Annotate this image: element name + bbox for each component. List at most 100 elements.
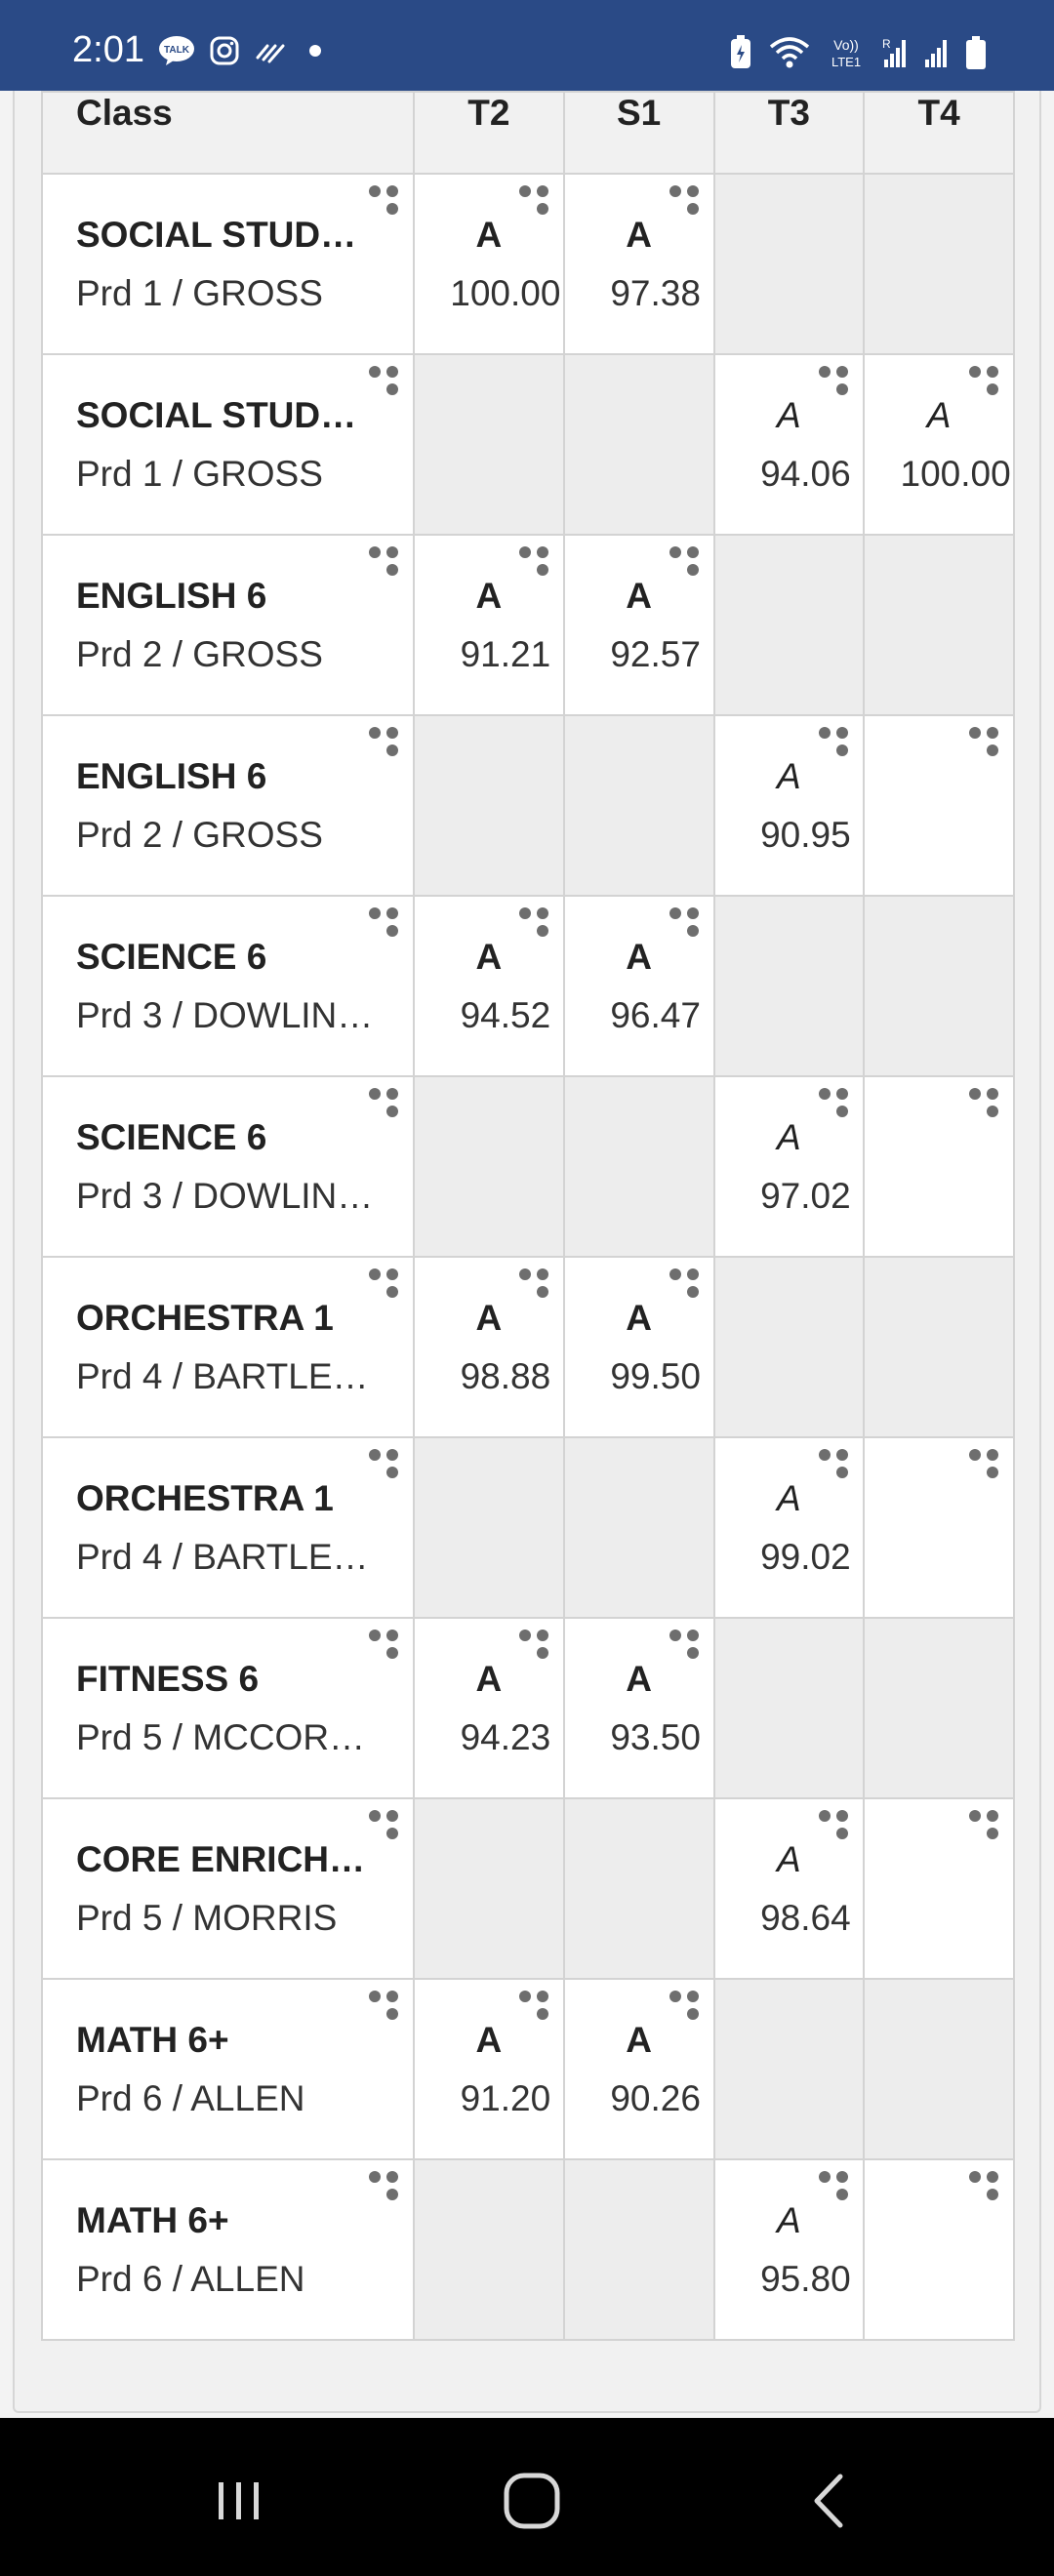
class-cell[interactable]: SCIENCE 6 Prd 3 / DOWLIN… [41, 895, 415, 1077]
class-cell[interactable]: CORE ENRICH… Prd 5 / MORRIS [41, 1797, 415, 1980]
drag-handle-icon[interactable] [667, 1988, 706, 2027]
drag-handle-icon[interactable] [966, 1446, 1005, 1485]
grade-cell[interactable] [863, 1436, 1015, 1619]
drag-handle-icon[interactable] [366, 905, 405, 944]
class-cell[interactable]: SOCIAL STUDY… Prd 1 / GROSS [41, 173, 415, 355]
grade-cell[interactable]: A 95.80 [712, 2158, 866, 2341]
class-period-teacher: Prd 1 / GROSS [76, 273, 323, 313]
grade-cell[interactable]: A 97.38 [562, 173, 715, 355]
grade-cell[interactable]: A 91.21 [413, 534, 565, 716]
table-row[interactable]: SCIENCE 6 Prd 3 / DOWLIN… A 94.52 A 96.47 [41, 895, 1015, 1077]
table-row[interactable]: SOCIAL STUDY… Prd 1 / GROSS A 100.00 A 97.38 [41, 173, 1015, 355]
drag-handle-icon[interactable] [966, 1807, 1005, 1846]
class-cell[interactable]: MATH 6+ Prd 6 / ALLEN [41, 2158, 415, 2341]
table-row[interactable]: MATH 6+ Prd 6 / ALLEN A 91.20 A 90.26 [41, 1978, 1015, 2160]
drag-handle-icon[interactable] [966, 363, 1005, 402]
drag-handle-icon[interactable] [667, 1266, 706, 1305]
table-row[interactable]: ENGLISH 6 Prd 2 / GROSS A 91.21 A 92.57 [41, 534, 1015, 716]
grade-cell[interactable]: A 97.02 [712, 1075, 866, 1258]
header-term[interactable]: T4 [863, 91, 1015, 175]
grade-cell[interactable]: A 96.47 [562, 895, 715, 1077]
drag-handle-icon[interactable] [366, 2168, 405, 2207]
drag-handle-icon[interactable] [816, 1446, 855, 1485]
table-row[interactable]: ORCHESTRA 1 Prd 4 / BARTLE… A 99.02 [41, 1436, 1015, 1619]
header-term[interactable]: T2 [413, 91, 565, 175]
drag-handle-icon[interactable] [516, 1266, 555, 1305]
drag-handle-icon[interactable] [667, 543, 706, 583]
drag-handle-icon[interactable] [966, 2168, 1005, 2207]
drag-handle-icon[interactable] [816, 1807, 855, 1846]
class-cell[interactable]: ENGLISH 6 Prd 2 / GROSS [41, 534, 415, 716]
home-icon[interactable] [498, 2467, 566, 2535]
drag-handle-icon[interactable] [667, 1627, 706, 1666]
grade-cell[interactable] [863, 1797, 1015, 1980]
class-cell[interactable]: FITNESS 6 Prd 5 / MCCOR… [41, 1617, 415, 1799]
grade-cell[interactable]: A 93.50 [562, 1617, 715, 1799]
drag-handle-icon[interactable] [366, 1266, 405, 1305]
drag-handle-icon[interactable] [816, 2168, 855, 2207]
grade-letter: A [626, 1298, 652, 1338]
drag-handle-icon[interactable] [966, 1085, 1005, 1124]
table-row[interactable]: SCIENCE 6 Prd 3 / DOWLIN… A 97.02 [41, 1075, 1015, 1258]
grade-cell-empty [562, 1436, 715, 1619]
back-icon[interactable] [795, 2467, 864, 2535]
recents-icon[interactable] [205, 2467, 273, 2535]
table-row[interactable]: SOCIAL STUDY… Prd 1 / GROSS A 94.06 A 100.00 [41, 353, 1015, 536]
class-cell[interactable]: ORCHESTRA 1 Prd 4 / BARTLE… [41, 1436, 415, 1619]
grade-cell[interactable]: A 98.88 [413, 1256, 565, 1438]
grade-cell[interactable]: A 92.57 [562, 534, 715, 716]
drag-handle-icon[interactable] [667, 905, 706, 944]
drag-handle-icon[interactable] [366, 182, 405, 221]
grade-cell[interactable]: A 90.26 [562, 1978, 715, 2160]
drag-handle-icon[interactable] [366, 1627, 405, 1666]
drag-handle-icon[interactable] [667, 182, 706, 221]
class-cell[interactable]: SOCIAL STUDY… Prd 1 / GROSS [41, 353, 415, 536]
drag-handle-icon[interactable] [516, 1627, 555, 1666]
drag-handle-icon[interactable] [516, 1988, 555, 2027]
grade-cell[interactable]: A 100.00 [413, 173, 565, 355]
drag-handle-icon[interactable] [966, 724, 1005, 763]
table-row[interactable]: FITNESS 6 Prd 5 / MCCOR… A 94.23 A 93.50 [41, 1617, 1015, 1799]
header-term[interactable]: T3 [712, 91, 866, 175]
drag-handle-icon[interactable] [816, 724, 855, 763]
drag-handle-icon[interactable] [366, 1807, 405, 1846]
drag-handle-icon[interactable] [366, 363, 405, 402]
grade-cell[interactable]: A 90.95 [712, 714, 866, 897]
header-class[interactable]: Class [41, 91, 415, 175]
drag-handle-icon[interactable] [366, 1988, 405, 2027]
table-row[interactable]: ENGLISH 6 Prd 2 / GROSS A 90.95 [41, 714, 1015, 897]
class-cell[interactable]: ORCHESTRA 1 Prd 4 / BARTLE… [41, 1256, 415, 1438]
grade-cell[interactable]: A 94.52 [413, 895, 565, 1077]
drag-handle-icon[interactable] [366, 1085, 405, 1124]
class-cell[interactable]: MATH 6+ Prd 6 / ALLEN [41, 1978, 415, 2160]
drag-handle-icon[interactable] [516, 543, 555, 583]
grade-cell[interactable]: A 100.00 [863, 353, 1015, 536]
grade-cell[interactable] [863, 714, 1015, 897]
class-cell[interactable]: ENGLISH 6 Prd 2 / GROSS [41, 714, 415, 897]
grade-cell-empty [413, 2158, 565, 2341]
grade-cell[interactable]: A 99.02 [712, 1436, 866, 1619]
drag-handle-icon[interactable] [816, 1085, 855, 1124]
grade-cell[interactable] [863, 2158, 1015, 2341]
table-row[interactable]: CORE ENRICH… Prd 5 / MORRIS A 98.64 [41, 1797, 1015, 1980]
header-term[interactable]: S1 [562, 91, 715, 175]
grade-letter: A [475, 1659, 503, 1699]
grade-cell[interactable]: A 94.23 [413, 1617, 565, 1799]
grade-cell[interactable]: A 99.50 [562, 1256, 715, 1438]
drag-handle-icon[interactable] [366, 1446, 405, 1485]
drag-handle-icon[interactable] [366, 724, 405, 763]
grade-cell[interactable] [863, 1075, 1015, 1258]
grade-percent: 97.02 [760, 1176, 851, 1216]
grade-cell[interactable]: A 91.20 [413, 1978, 565, 2160]
drag-handle-icon[interactable] [516, 182, 555, 221]
grade-cell[interactable]: A 94.06 [712, 353, 866, 536]
drag-handle-icon[interactable] [816, 363, 855, 402]
table-row[interactable]: ORCHESTRA 1 Prd 4 / BARTLE… A 98.88 A 99.50 [41, 1256, 1015, 1438]
class-cell[interactable]: SCIENCE 6 Prd 3 / DOWLIN… [41, 1075, 415, 1258]
grade-percent: 90.95 [760, 815, 851, 855]
grade-cell-empty [863, 895, 1015, 1077]
grade-cell[interactable]: A 98.64 [712, 1797, 866, 1980]
table-row[interactable]: MATH 6+ Prd 6 / ALLEN A 95.80 [41, 2158, 1015, 2341]
drag-handle-icon[interactable] [366, 543, 405, 583]
drag-handle-icon[interactable] [516, 905, 555, 944]
